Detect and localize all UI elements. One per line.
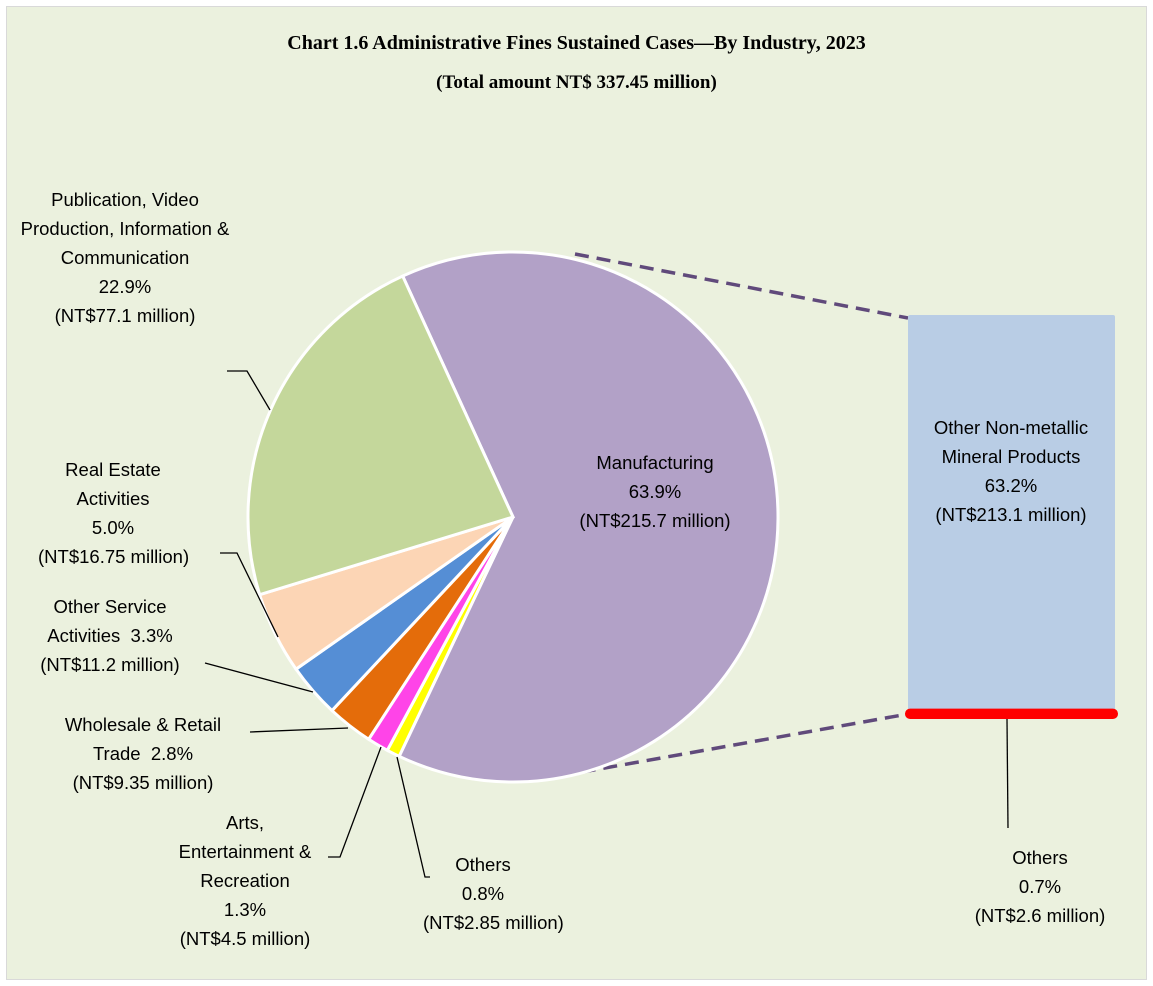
category-label: Arts, Entertainment & Recreation (178, 812, 312, 891)
category-label: Others (1012, 847, 1068, 868)
data-label: Manufacturing 63.9% (NT$215.7 million) (550, 448, 760, 535)
leader-line (1006, 718, 1009, 829)
value-label: 63.2% (984, 475, 1038, 496)
amount-label: (NT$213.1 million) (935, 504, 1087, 525)
amount-label: (NT$2.85 million) (423, 912, 564, 933)
data-label: Arts, Entertainment & Recreation 1.3% (NT$… (175, 808, 315, 953)
pie-slice (246, 274, 516, 597)
data-label: Others 0.7% (NT$2.6 million) (960, 843, 1120, 930)
leader-line (328, 746, 382, 858)
category-label: Real Estate Activities (65, 459, 161, 509)
connector (574, 252, 909, 320)
category-label: Others (455, 854, 511, 875)
leader-line (204, 662, 314, 693)
amount-label: (NT$11.2 million) (40, 654, 180, 675)
amount-label: (NT$4.5 million) (179, 928, 311, 949)
chart-title: Chart 1.6 Administrative Fines Sustained… (287, 32, 866, 54)
bar-segment (905, 708, 1118, 719)
amount-label: (NT$16.75 million) (38, 546, 190, 567)
category-label: Other Non-metallic Mineral Products (933, 417, 1089, 467)
value-label: 63.9% (628, 481, 682, 502)
pie-slice (397, 250, 780, 784)
leader-line (396, 756, 430, 878)
value-label: 3.3% (130, 625, 173, 646)
category-label: Publication, Video Production, Informati… (20, 189, 230, 268)
chart-subtitle: (Total amount NT$ 337.45 million) (436, 72, 717, 93)
value-label: 0.8% (461, 883, 505, 904)
data-label: Other Non-metallic Mineral Products 63.2%… (905, 413, 1117, 529)
leader-line (220, 552, 279, 638)
leader-line (249, 727, 349, 733)
category-label: Wholesale & Retail Trade (64, 714, 222, 764)
value-label: 0.7% (1018, 876, 1062, 897)
category-label: Other Service Activities (47, 596, 167, 646)
category-label: Manufacturing (596, 452, 714, 473)
amount-label: (NT$2.6 million) (974, 905, 1106, 926)
data-label: Other Service Activities 3.3% (NT$11.2 mi… (23, 592, 198, 679)
data-label: Wholesale & Retail Trade 2.8% (NT$9.35 mi… (48, 710, 238, 797)
data-label: Real Estate Activities 5.0% (NT$16.75 mill… (38, 455, 190, 571)
connector (559, 712, 909, 778)
amount-label: (NT$9.35 million) (72, 772, 214, 793)
leader-line (227, 370, 271, 411)
amount-label: (NT$215.7 million) (579, 510, 731, 531)
data-label: Others 0.8% (NT$2.85 million) (423, 850, 564, 937)
value-label: 2.8% (150, 743, 194, 764)
value-label: 22.9% (98, 276, 152, 297)
value-label: 1.3% (223, 899, 267, 920)
amount-label: (NT$77.1 million) (54, 305, 196, 326)
bar-segment (908, 315, 1115, 712)
data-label: Publication, Video Production, Informati… (18, 185, 233, 330)
value-label: 5.0% (91, 517, 135, 538)
